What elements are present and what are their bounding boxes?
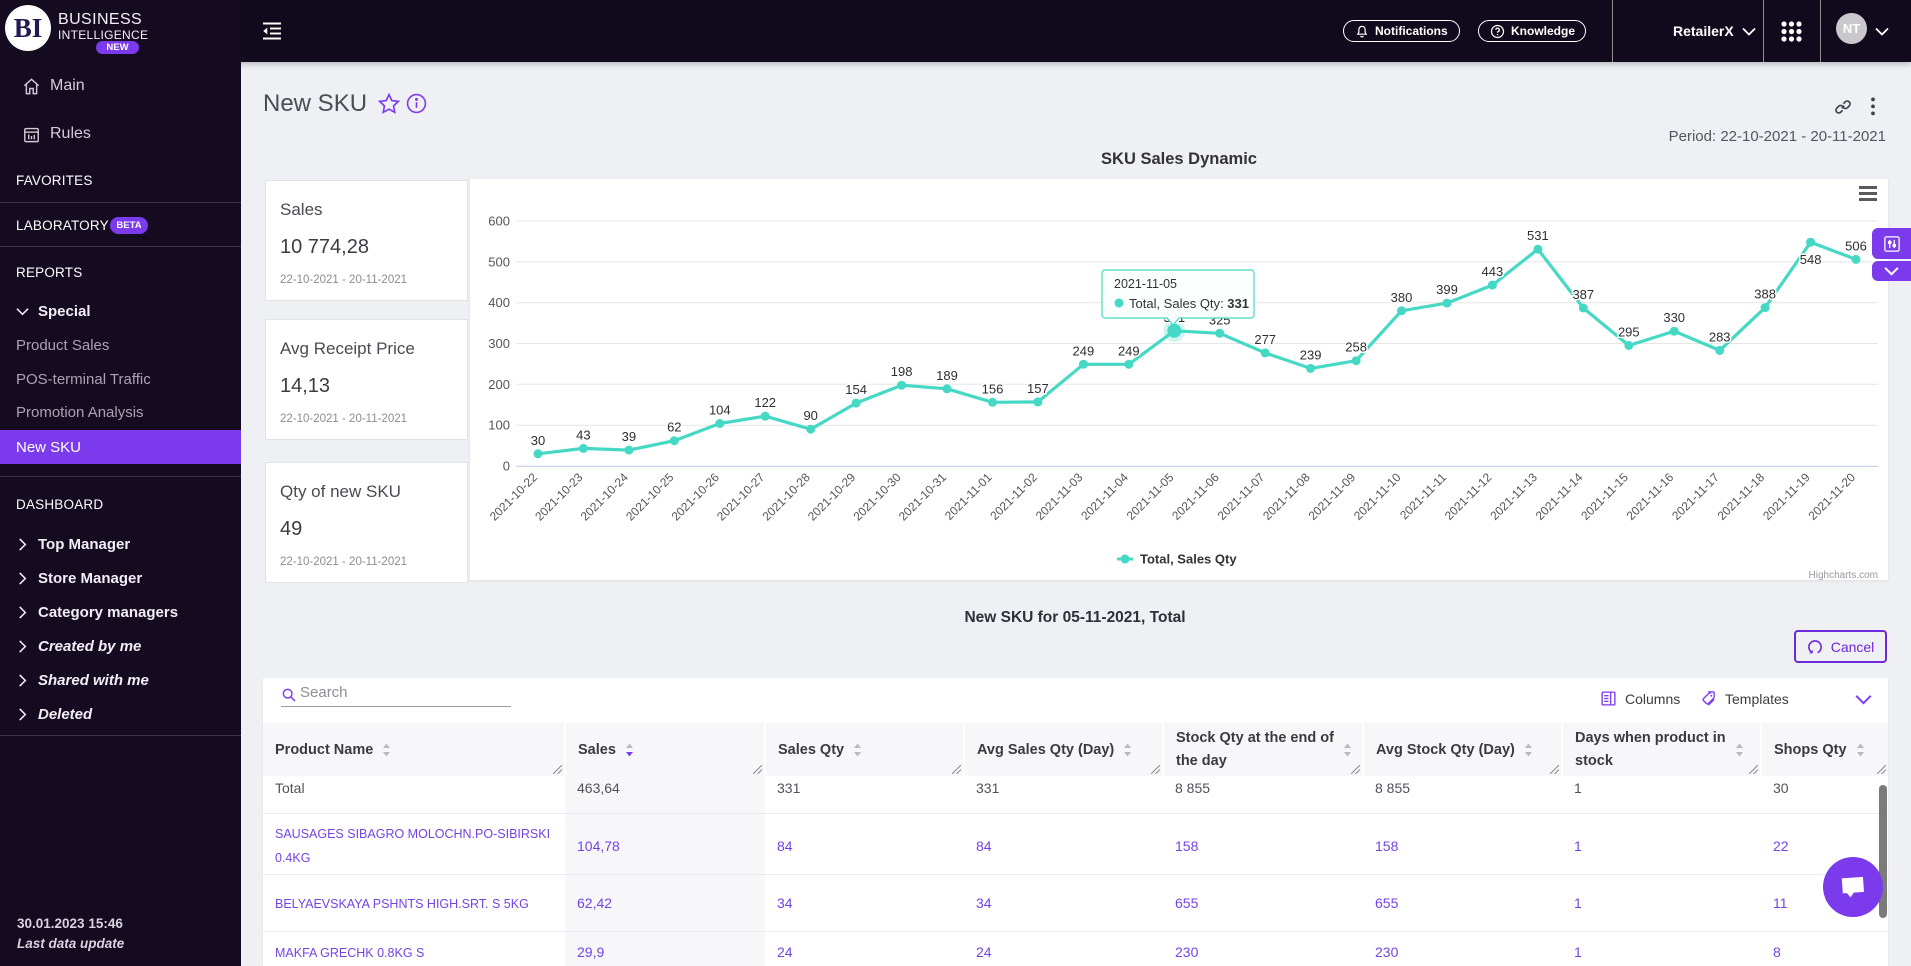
svg-text:387: 387 [1572, 287, 1594, 302]
svg-text:2021-11-10: 2021-11-10 [1351, 470, 1404, 523]
svg-text:330: 330 [1663, 310, 1685, 325]
svg-text:157: 157 [1027, 381, 1049, 396]
svg-text:2021-11-20: 2021-11-20 [1805, 470, 1858, 523]
svg-text:2021-11-05: 2021-11-05 [1124, 470, 1177, 523]
svg-text:Total, Sales Qty: Total, Sales Qty [1140, 552, 1237, 567]
svg-text:198: 198 [891, 364, 913, 379]
svg-text:239: 239 [1300, 347, 1322, 362]
svg-text:380: 380 [1391, 290, 1413, 305]
svg-text:0: 0 [503, 459, 510, 474]
svg-text:2021-11-12: 2021-11-12 [1442, 470, 1495, 523]
svg-text:90: 90 [803, 408, 817, 423]
svg-text:2021-11-13: 2021-11-13 [1487, 470, 1540, 523]
svg-text:500: 500 [488, 254, 510, 269]
svg-text:2021-10-25: 2021-10-25 [623, 470, 677, 524]
svg-text:2021-11-14: 2021-11-14 [1533, 470, 1586, 523]
svg-text:277: 277 [1254, 332, 1276, 347]
svg-text:443: 443 [1482, 264, 1504, 279]
svg-text:62: 62 [667, 420, 681, 435]
svg-text:156: 156 [982, 381, 1004, 396]
svg-text:600: 600 [488, 214, 510, 229]
svg-text:2021-10-24: 2021-10-24 [578, 470, 632, 524]
svg-text:295: 295 [1618, 325, 1640, 340]
svg-text:30: 30 [531, 433, 545, 448]
svg-text:531: 531 [1527, 228, 1549, 243]
svg-text:2021-11-15: 2021-11-15 [1578, 470, 1631, 523]
svg-text:2021-11-04: 2021-11-04 [1078, 470, 1131, 523]
svg-text:154: 154 [845, 382, 867, 397]
svg-text:Highcharts.com: Highcharts.com [1809, 570, 1878, 580]
svg-text:2021-11-11: 2021-11-11 [1397, 470, 1449, 522]
svg-text:300: 300 [488, 336, 510, 351]
svg-text:Total, Sales Qty: 331: Total, Sales Qty: 331 [1129, 296, 1249, 311]
svg-text:104: 104 [709, 403, 731, 418]
svg-text:2021-11-06: 2021-11-06 [1169, 470, 1222, 523]
svg-text:43: 43 [576, 427, 590, 442]
svg-text:2021-11-07: 2021-11-07 [1215, 470, 1268, 523]
svg-text:2021-11-16: 2021-11-16 [1624, 470, 1677, 523]
svg-text:2021-11-18: 2021-11-18 [1715, 470, 1768, 523]
svg-text:2021-11-02: 2021-11-02 [987, 470, 1040, 523]
svg-text:2021-11-01: 2021-11-01 [942, 470, 995, 523]
svg-text:122: 122 [754, 395, 776, 410]
svg-text:2021-10-22: 2021-10-22 [487, 470, 541, 524]
svg-text:388: 388 [1754, 287, 1776, 302]
svg-text:39: 39 [622, 429, 636, 444]
svg-text:189: 189 [936, 368, 958, 383]
svg-text:400: 400 [488, 295, 510, 310]
svg-text:283: 283 [1709, 329, 1731, 344]
svg-text:100: 100 [488, 418, 510, 433]
svg-text:2021-10-29: 2021-10-29 [805, 470, 859, 524]
svg-text:2021-11-19: 2021-11-19 [1760, 470, 1813, 523]
svg-text:2021-10-26: 2021-10-26 [669, 470, 723, 524]
svg-text:399: 399 [1436, 282, 1458, 297]
svg-text:548: 548 [1800, 252, 1822, 267]
svg-text:2021-11-17: 2021-11-17 [1669, 470, 1722, 523]
svg-text:2021-10-27: 2021-10-27 [714, 470, 768, 524]
svg-text:249: 249 [1073, 343, 1095, 358]
svg-text:506: 506 [1845, 238, 1867, 253]
svg-text:2021-11-09: 2021-11-09 [1306, 470, 1359, 523]
svg-text:2021-11-08: 2021-11-08 [1260, 470, 1313, 523]
svg-text:2021-11-05: 2021-11-05 [1114, 277, 1177, 291]
svg-text:2021-10-31: 2021-10-31 [896, 470, 950, 524]
svg-text:200: 200 [488, 377, 510, 392]
svg-text:2021-10-28: 2021-10-28 [760, 470, 814, 524]
svg-text:2021-11-03: 2021-11-03 [1033, 470, 1086, 523]
svg-text:2021-10-23: 2021-10-23 [532, 470, 586, 524]
svg-text:249: 249 [1118, 343, 1140, 358]
svg-text:2021-10-30: 2021-10-30 [850, 470, 904, 524]
svg-text:258: 258 [1345, 340, 1367, 355]
